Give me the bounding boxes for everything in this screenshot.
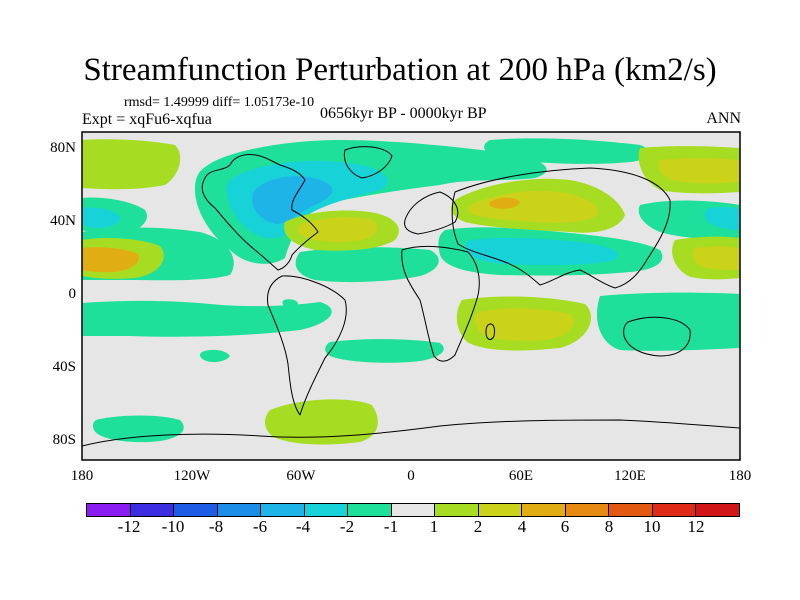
colorbar-swatch [696,504,739,516]
colorbar-label: 8 [604,517,614,536]
lon-label-0: 0 [407,468,415,484]
anomaly-pos-indian-ocean-inner [474,308,575,341]
colorbar-swatch [348,504,392,516]
anomaly-neg-central-atlantic-band [295,247,439,283]
lon-label-180w: 180 [70,468,94,484]
anomaly-neg-west-edge-40n-inner [82,207,121,228]
anomaly-neg-indian-south [596,292,740,351]
colorbar-swatch [87,504,131,516]
colorbar-label: -4 [295,517,311,536]
colorbar-swatch [304,504,349,516]
anomaly-pos-west-edge-20n-inner [82,247,139,273]
lon-label-120e: 120E [614,468,646,484]
colorbar-swatch [565,504,610,516]
colorbar-swatch [478,504,523,516]
coastline-south-america [267,275,347,416]
anomaly-neg-north-pacific-inner [704,207,740,230]
anomaly-neg-eurasia-inner [465,237,619,266]
coastline-africa [401,245,480,362]
anomaly-neg-south-atlantic [325,339,444,363]
coastline-europe [404,191,459,235]
colorbar-swatch [217,504,262,516]
stats-text: rmsd= 1.49999 diff= 1.05173e-10 [124,95,315,110]
colorbar-label: 6 [560,517,570,536]
coastline-madagascar [485,323,495,340]
lat-label-80s: 80S [52,432,76,448]
colorbar-label: -12 [117,517,141,536]
colorbar-swatch [391,504,436,516]
coastlines [81,146,741,447]
season-label: ANN [706,110,741,127]
lat-label-equator: 0 [68,286,77,302]
colorbar-swatch [261,504,305,516]
anomaly-neg-north-atlantic-core [252,176,333,224]
anomaly-pos-west-pacific-20n-inner [692,246,740,270]
period-label: 0656kyr BP - 0000kyr BP [320,105,487,122]
colorbar-label: 10 [643,517,661,536]
colorbar-label: -10 [161,517,185,536]
lon-label-60e: 60E [508,468,534,484]
coastline-australia [623,316,691,357]
lat-label-40n: 40N [50,213,76,229]
anomaly-pos-central-asia-core [489,197,520,209]
anomaly-pos-antarctic-peninsula [264,399,378,445]
anomaly-pos-north-pacific-east-inner [658,158,740,184]
experiment-label: Expt = xqFu6-xqfua [82,111,212,128]
colorbar-swatch [130,504,175,516]
colorbar-swatch [609,504,653,516]
colorbar-label: 4 [517,517,527,536]
lon-label-60w: 60W [286,468,316,484]
anomaly-neg-arctic-east [484,138,649,164]
coastline-asia [451,167,671,289]
map-title: Streamfunction Perturbation at 200 hPa (… [83,52,717,88]
map-frame [81,131,741,461]
lat-label-40s: 40S [52,359,76,375]
colorbar-label: 2 [473,517,483,536]
colorbar-swatch [652,504,697,516]
colorbar-label: 1 [429,517,439,536]
colorbar-label: -1 [383,517,399,536]
anomaly-neg-tropical-south [82,300,332,337]
lon-label-120w: 120W [173,468,211,484]
lat-label-80n: 80N [50,140,76,156]
colorbar-swatch [174,504,218,516]
coastline-north-america [201,154,319,271]
coastline-antarctica [81,419,741,447]
lon-label-180e: 180 [728,468,752,484]
coastline-greenland [343,146,393,179]
colorbar [86,503,740,517]
anomaly-pos-mid-atlantic-inner [297,217,378,243]
colorbar-swatch [435,504,479,516]
anomaly-pos-arctic-west [82,139,181,190]
colorbar-label: 12 [687,517,705,536]
colorbar-label: -2 [339,517,355,536]
anomaly-neg-spot-south-america [199,349,230,363]
colorbar-swatch [522,504,566,516]
anomaly-neg-spot-brazil [282,299,298,308]
colorbar-label: -6 [252,517,268,536]
colorbar-label: -8 [208,517,224,536]
